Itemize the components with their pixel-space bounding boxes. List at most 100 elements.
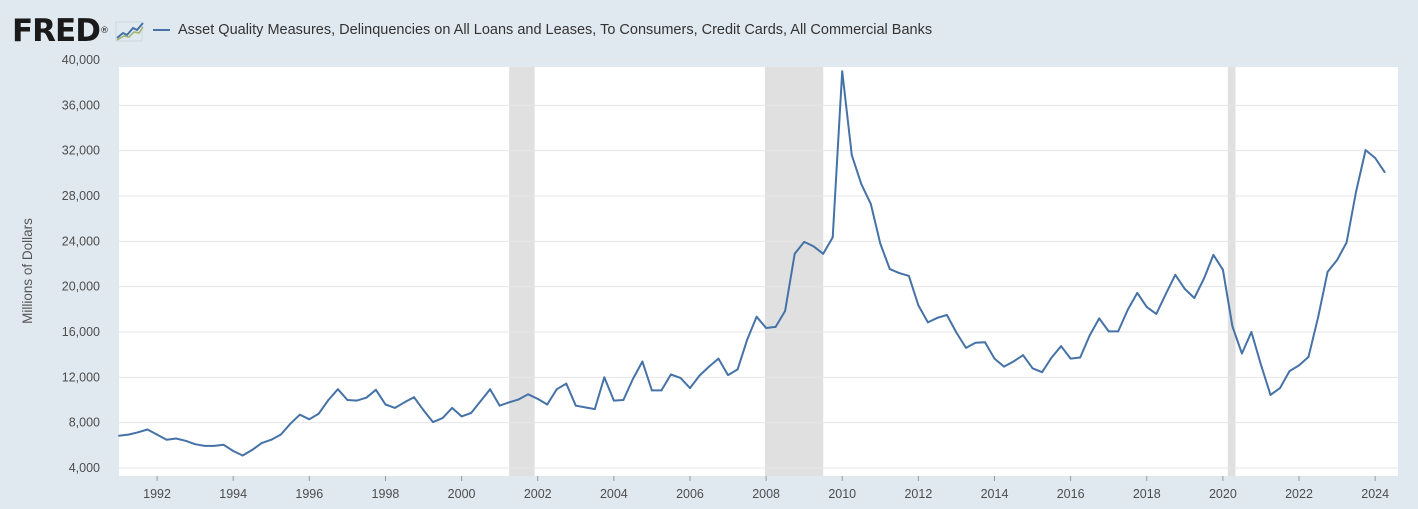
x-axis-ticks: 1992 1994 1996 1998 2000 2002 2004 2006 2008 2010… — [143, 476, 1389, 501]
series-line-0 — [118, 70, 1386, 457]
y-tick-label-4: 20,000 — [62, 280, 100, 294]
data-point-0-41 — [508, 401, 511, 404]
data-point-0-87 — [946, 314, 948, 316]
data-point-0-131 — [1364, 149, 1367, 152]
data-point-0-91 — [984, 341, 986, 344]
data-point-0-97 — [1041, 371, 1043, 374]
data-point-0-106 — [1126, 309, 1129, 311]
data-point-0-10 — [213, 445, 216, 447]
y-tick-label-5: 24,000 — [62, 234, 100, 248]
data-point-0-128 — [1336, 259, 1338, 261]
data-point-0-75 — [831, 236, 834, 239]
x-tick-label-14: 2020 — [1209, 487, 1237, 501]
data-point-0-56 — [651, 389, 653, 392]
x-tick-label-0: 1992 — [143, 487, 171, 501]
data-point-0-48 — [574, 404, 577, 407]
x-tick-label-3: 1998 — [372, 487, 400, 501]
gridlines — [119, 59, 1398, 469]
x-tick-label-11: 2014 — [981, 487, 1009, 501]
data-point-0-73 — [812, 245, 815, 248]
data-point-0-20 — [308, 418, 311, 421]
x-tick-label-10: 2012 — [904, 487, 932, 501]
fred-logo-text: FRED — [12, 13, 101, 49]
data-point-0-7 — [184, 439, 187, 442]
data-point-0-98 — [1050, 356, 1053, 359]
data-point-0-107 — [1136, 292, 1139, 294]
data-point-0-64 — [727, 374, 729, 376]
data-point-0-8 — [194, 443, 197, 446]
data-point-0-78 — [860, 183, 863, 186]
data-point-0-14 — [251, 448, 254, 451]
data-point-0-104 — [1107, 330, 1110, 333]
fred-logo[interactable]: FRED® — [12, 13, 109, 49]
data-point-0-122 — [1279, 387, 1281, 389]
data-point-0-111 — [1174, 273, 1177, 276]
data-point-0-47 — [565, 382, 568, 385]
data-point-0-130 — [1355, 190, 1358, 193]
data-point-0-50 — [593, 408, 596, 410]
data-point-0-23 — [336, 388, 339, 391]
data-point-0-65 — [736, 368, 739, 371]
data-point-0-133 — [1383, 171, 1386, 174]
data-point-0-90 — [974, 341, 977, 344]
data-point-0-28 — [384, 403, 387, 406]
y-tick-label-1: 8,000 — [69, 416, 100, 430]
data-point-0-26 — [365, 396, 368, 399]
data-point-0-30 — [403, 401, 406, 404]
data-point-0-9 — [203, 445, 206, 447]
data-point-0-84 — [917, 304, 920, 307]
data-point-0-37 — [470, 412, 473, 414]
y-axis-ticks: 4,000 8,000 12,000 16,000 20,000 24,000 28,000… — [62, 53, 100, 475]
data-point-0-72 — [803, 241, 806, 243]
data-point-0-82 — [898, 272, 901, 274]
y-tick-label-0: 4,000 — [69, 461, 100, 475]
y-axis-title: Millions of Dollars — [20, 218, 35, 324]
data-point-0-99 — [1060, 345, 1063, 348]
data-point-0-117 — [1231, 325, 1234, 328]
data-point-0-120 — [1260, 363, 1262, 366]
data-point-0-70 — [784, 310, 787, 312]
data-point-0-22 — [327, 399, 330, 401]
data-point-0-1 — [127, 433, 130, 436]
data-point-0-46 — [555, 388, 558, 391]
data-point-0-21 — [317, 412, 320, 415]
y-tick-label-8: 36,000 — [62, 98, 100, 112]
data-point-0-32 — [422, 409, 425, 412]
data-point-0-94 — [1012, 360, 1015, 363]
data-point-0-69 — [774, 326, 777, 328]
y-tick-label-2: 12,000 — [62, 370, 100, 384]
data-point-0-53 — [622, 399, 625, 401]
data-point-0-24 — [346, 399, 349, 401]
series-layer — [118, 70, 1386, 457]
recession-band-0 — [509, 67, 535, 476]
x-tick-label-8: 2008 — [752, 487, 780, 501]
chart-legend: Asset Quality Measures, Delinquencies on… — [153, 20, 932, 40]
y-tick-label-7: 32,000 — [62, 144, 100, 158]
data-point-0-115 — [1212, 254, 1215, 256]
registered-mark: ® — [99, 26, 109, 36]
data-point-0-39 — [489, 388, 492, 391]
data-point-0-17 — [279, 433, 282, 436]
data-point-0-132 — [1374, 157, 1377, 159]
data-point-0-85 — [926, 321, 929, 324]
data-point-0-34 — [441, 417, 444, 420]
data-point-0-27 — [375, 388, 377, 391]
data-point-0-63 — [717, 357, 720, 360]
data-point-0-109 — [1155, 312, 1158, 315]
data-point-0-6 — [175, 437, 177, 440]
data-point-0-77 — [850, 154, 853, 157]
data-point-0-71 — [793, 252, 796, 255]
data-point-0-19 — [298, 413, 301, 416]
data-point-0-68 — [765, 327, 768, 329]
x-tick-label-5: 2002 — [524, 487, 552, 501]
data-point-0-126 — [1317, 316, 1319, 319]
recession-shading — [509, 67, 1236, 476]
data-point-0-4 — [156, 433, 158, 436]
chart-header: FRED® Asset Quality Measures, Delinquenc… — [0, 0, 1418, 60]
data-point-0-59 — [679, 377, 682, 379]
data-point-0-12 — [232, 450, 235, 452]
x-tick-label-6: 2004 — [600, 487, 628, 501]
data-point-0-52 — [612, 399, 615, 402]
data-point-0-44 — [536, 397, 539, 400]
